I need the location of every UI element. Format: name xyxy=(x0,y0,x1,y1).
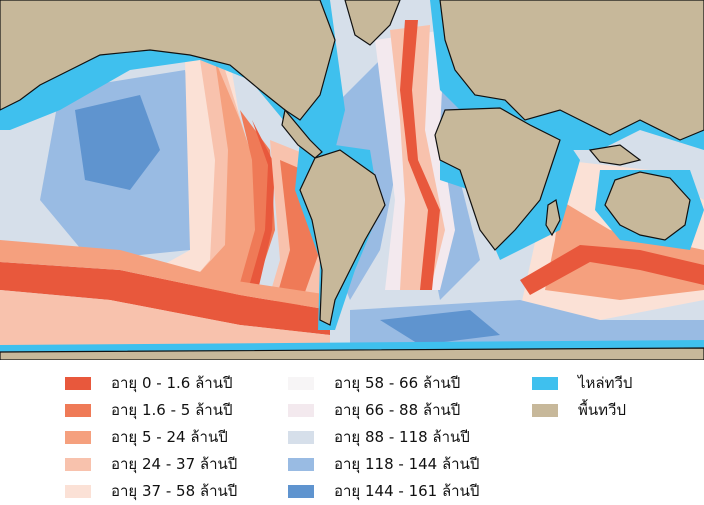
legend: อายุ 0 - 1.6 ล้านปี อายุ 1.6 - 5 ล้านปี … xyxy=(0,360,704,505)
land-south-america xyxy=(299,149,386,326)
legend-swatch xyxy=(65,484,91,498)
land-australia xyxy=(604,171,691,241)
legend-item-age-58-66: อายุ 58 - 66 ล้านปี xyxy=(288,373,460,393)
land-africa xyxy=(434,107,561,251)
legend-item-age-1-6-5: อายุ 1.6 - 5 ล้านปี xyxy=(65,400,233,420)
legend-item-age-144-161: อายุ 144 - 161 ล้านปี xyxy=(288,481,479,501)
legend-item-continental-shelf: ไหล่ทวีป xyxy=(532,373,632,393)
legend-item-age-66-88: อายุ 66 - 88 ล้านปี xyxy=(288,400,460,420)
legend-swatch xyxy=(288,376,314,390)
legend-swatch xyxy=(65,430,91,444)
legend-item-age-118-144: อายุ 118 - 144 ล้านปี xyxy=(288,454,479,474)
continents xyxy=(0,0,704,360)
south-pacific-flank xyxy=(0,240,330,310)
legend-swatch xyxy=(288,403,314,417)
legend-label: อายุ 5 - 24 ล้านปี xyxy=(111,428,228,446)
legend-item-age-0-1-6: อายุ 0 - 1.6 ล้านปี xyxy=(65,373,233,393)
legend-item-land: พื้นทวีป xyxy=(532,400,626,420)
legend-label: ไหล่ทวีป xyxy=(578,374,633,392)
legend-item-age-88-118: อายุ 88 - 118 ล้านปี xyxy=(288,427,470,447)
legend-swatch xyxy=(288,457,314,471)
legend-swatch xyxy=(288,430,314,444)
land-antarctica xyxy=(0,347,704,360)
land-madagascar xyxy=(545,199,561,237)
legend-label: อายุ 0 - 1.6 ล้านปี xyxy=(111,374,233,392)
legend-swatch xyxy=(65,376,91,390)
southwest-indian-ridge xyxy=(520,245,704,295)
legend-swatch xyxy=(532,376,558,390)
pacific-oldest-crust xyxy=(75,95,160,190)
legend-item-age-37-58: อายุ 37 - 58 ล้านปี xyxy=(65,481,237,501)
legend-item-age-5-24: อายุ 5 - 24 ล้านปี xyxy=(65,427,228,447)
east-pacific-rise-axis xyxy=(248,120,275,290)
legend-label: อายุ 118 - 144 ล้านปี xyxy=(334,455,480,473)
legend-label: อายุ 88 - 118 ล้านปี xyxy=(334,428,470,446)
world-map-ocean-crust-age xyxy=(0,0,704,360)
legend-label: อายุ 58 - 66 ล้านปี xyxy=(334,374,461,392)
land-north-america xyxy=(0,0,336,121)
land-eurasia xyxy=(439,0,704,141)
legend-swatch xyxy=(288,484,314,498)
legend-label: อายุ 37 - 58 ล้านปี xyxy=(111,482,238,500)
south-pacific-flank-south xyxy=(0,290,330,355)
legend-swatch xyxy=(65,403,91,417)
legend-item-age-24-37: อายุ 24 - 37 ล้านปี xyxy=(65,454,237,474)
mid-atlantic-ridge xyxy=(400,20,440,290)
legend-label: อายุ 66 - 88 ล้านปี xyxy=(334,401,461,419)
southern-ocean-oldest xyxy=(380,310,500,345)
legend-label: อายุ 24 - 37 ล้านปี xyxy=(111,455,238,473)
pacific-band-5-24 xyxy=(170,60,260,305)
legend-label: อายุ 144 - 161 ล้านปี xyxy=(334,482,480,500)
land-greenland xyxy=(344,0,401,46)
legend-label: พื้นทวีป xyxy=(578,401,626,419)
legend-label: อายุ 1.6 - 5 ล้านปี xyxy=(111,401,233,419)
land-asia-southeast-islands xyxy=(588,144,642,166)
legend-swatch xyxy=(65,457,91,471)
legend-swatch xyxy=(532,403,558,417)
south-pacific-ridge xyxy=(0,262,330,335)
